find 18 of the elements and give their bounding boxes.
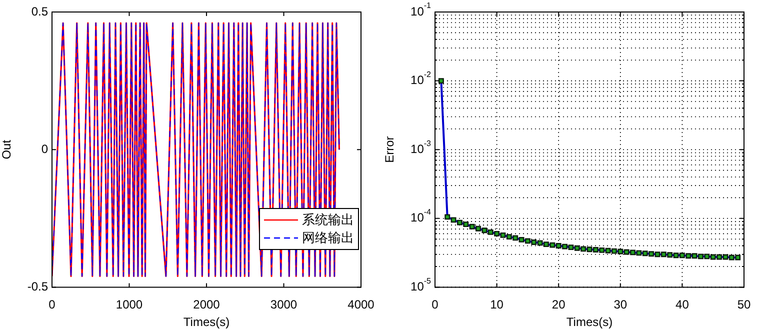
x-tick-label: 50 [737, 298, 751, 312]
x-axis-title: Times(s) [183, 315, 230, 330]
x-axis-title: Times(s) [566, 315, 613, 330]
y-axis-title: Error [382, 136, 397, 163]
x-tick-label: 4000 [348, 298, 375, 312]
y-axis-title: Out [0, 139, 14, 160]
legend-label: 系统输出 [302, 211, 354, 229]
x-tick-label: 30 [614, 298, 628, 312]
y-tick-label: -0.5 [27, 280, 48, 294]
y-tick-label: 0.5 [31, 4, 48, 18]
x-tick-label: 3000 [270, 298, 298, 312]
x-tick-label: 1000 [116, 298, 143, 312]
x-tick-label: 2000 [193, 298, 220, 312]
y-tick-label: 0 [41, 142, 48, 156]
legend-label: 网络输出 [302, 229, 354, 247]
x-tick-label: 10 [490, 298, 504, 312]
x-tick-label: 20 [552, 298, 566, 312]
x-tick-label: 40 [676, 298, 690, 312]
